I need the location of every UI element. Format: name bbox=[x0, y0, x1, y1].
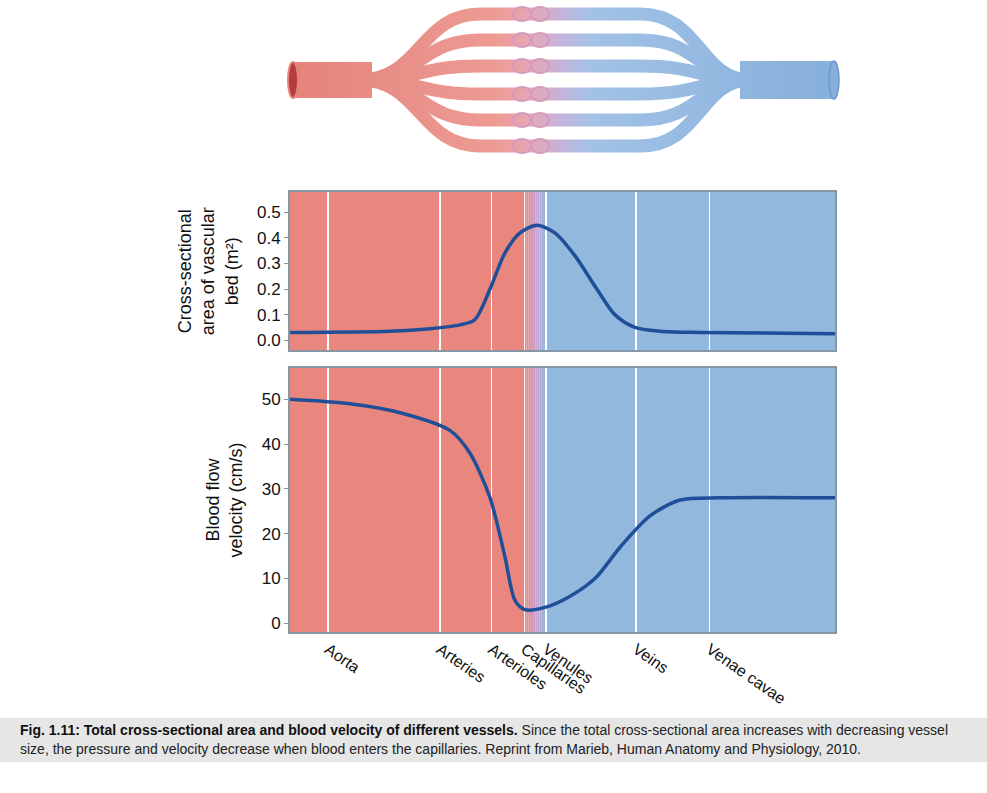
svg-text:0.4: 0.4 bbox=[257, 229, 281, 248]
html-text:Fig. 1.11: Total cross-section: Fig. 1.11: Total cross-sectional area an… bbox=[20, 722, 948, 757]
svg-text:0.5: 0.5 bbox=[257, 203, 281, 222]
svg-text:Arterioles: Arterioles bbox=[485, 640, 550, 693]
svg-text:0: 0 bbox=[271, 614, 280, 633]
svg-text:Capillaries: Capillaries bbox=[518, 640, 589, 697]
svg-text:20: 20 bbox=[262, 525, 281, 544]
svg-text:0.3: 0.3 bbox=[257, 254, 281, 273]
svg-text:0.1: 0.1 bbox=[257, 306, 281, 325]
svg-text:40: 40 bbox=[262, 435, 281, 454]
svg-text:Blood flowvelocity (cm/s): Blood flowvelocity (cm/s) bbox=[203, 442, 246, 557]
svg-text:10: 10 bbox=[262, 569, 281, 588]
svg-text:Venae cavae: Venae cavae bbox=[703, 640, 789, 707]
svg-text:Arteries: Arteries bbox=[434, 640, 489, 686]
svg-text:0.0: 0.0 bbox=[257, 331, 281, 350]
svg-text:Cross-sectionalarea of vascula: Cross-sectionalarea of vascularbed (m²) bbox=[175, 207, 242, 335]
svg-text:Veins: Veins bbox=[630, 640, 672, 676]
svg-text:0.2: 0.2 bbox=[257, 280, 281, 299]
svg-text:Venules: Venules bbox=[540, 640, 596, 687]
svg-text:Aorta: Aorta bbox=[322, 640, 363, 676]
svg-text:30: 30 bbox=[262, 480, 281, 499]
svg-text:50: 50 bbox=[262, 390, 281, 409]
